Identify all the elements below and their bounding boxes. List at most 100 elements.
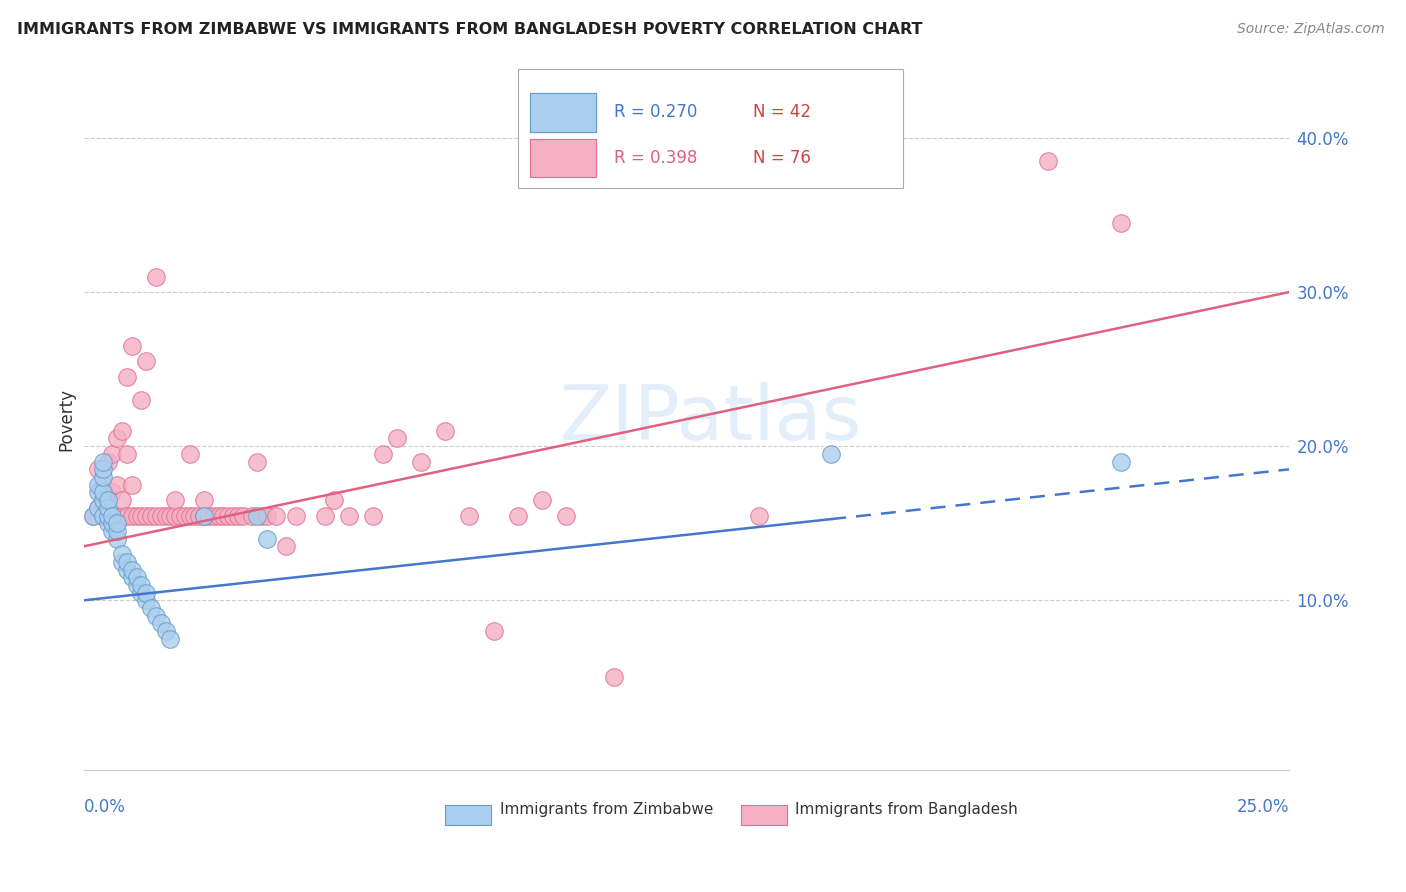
Point — [101, 508, 124, 523]
Point — [314, 508, 336, 523]
Point — [131, 585, 153, 599]
Point — [87, 500, 110, 515]
Point — [115, 555, 138, 569]
Point — [101, 524, 124, 538]
Point — [115, 369, 138, 384]
Point — [87, 462, 110, 476]
Point — [121, 339, 143, 353]
FancyBboxPatch shape — [446, 805, 491, 824]
Point — [1038, 154, 1060, 169]
Point — [411, 454, 433, 468]
Point — [101, 508, 124, 523]
Point — [554, 508, 576, 523]
Point — [266, 508, 288, 523]
Point — [434, 424, 457, 438]
Point — [135, 585, 157, 599]
Point — [105, 477, 128, 491]
Point — [198, 508, 221, 523]
Point — [284, 508, 307, 523]
Point — [222, 508, 245, 523]
Point — [91, 477, 114, 491]
Point — [145, 508, 167, 523]
Point — [115, 447, 138, 461]
Point — [135, 354, 157, 368]
Point — [748, 508, 770, 523]
Text: ZIPatlas: ZIPatlas — [560, 382, 862, 456]
Text: Source: ZipAtlas.com: Source: ZipAtlas.com — [1237, 22, 1385, 37]
Point — [91, 470, 114, 484]
Point — [361, 508, 384, 523]
Point — [111, 508, 134, 523]
Point — [155, 624, 177, 639]
FancyBboxPatch shape — [530, 93, 596, 132]
Point — [97, 500, 120, 515]
Point — [131, 578, 153, 592]
FancyBboxPatch shape — [530, 138, 596, 178]
Point — [101, 447, 124, 461]
Point — [165, 493, 187, 508]
Point — [145, 269, 167, 284]
Point — [323, 493, 346, 508]
Point — [202, 508, 225, 523]
Text: IMMIGRANTS FROM ZIMBABWE VS IMMIGRANTS FROM BANGLADESH POVERTY CORRELATION CHART: IMMIGRANTS FROM ZIMBABWE VS IMMIGRANTS F… — [17, 22, 922, 37]
Point — [87, 477, 110, 491]
Point — [217, 508, 239, 523]
Point — [111, 424, 134, 438]
Point — [226, 508, 249, 523]
Point — [179, 508, 201, 523]
Point — [91, 508, 114, 523]
Point — [97, 493, 120, 508]
Point — [207, 508, 229, 523]
Point — [105, 508, 128, 523]
FancyBboxPatch shape — [741, 805, 786, 824]
Point — [121, 570, 143, 584]
Point — [274, 540, 297, 554]
Point — [97, 516, 120, 531]
Point — [371, 447, 394, 461]
Point — [256, 532, 278, 546]
Point — [111, 555, 134, 569]
Point — [105, 524, 128, 538]
Point — [101, 485, 124, 500]
Point — [183, 508, 205, 523]
Point — [159, 632, 181, 646]
Point — [246, 454, 269, 468]
Point — [97, 454, 120, 468]
Point — [87, 500, 110, 515]
Text: 0.0%: 0.0% — [83, 798, 125, 816]
Point — [91, 493, 114, 508]
Point — [1109, 216, 1132, 230]
Point — [125, 578, 148, 592]
Point — [145, 608, 167, 623]
Point — [131, 508, 153, 523]
Text: 25.0%: 25.0% — [1237, 798, 1289, 816]
Point — [125, 570, 148, 584]
Point — [105, 532, 128, 546]
Point — [121, 562, 143, 576]
Text: R = 0.270: R = 0.270 — [614, 103, 697, 121]
Point — [193, 493, 215, 508]
Point — [115, 508, 138, 523]
Text: Immigrants from Bangladesh: Immigrants from Bangladesh — [794, 803, 1018, 817]
Point — [135, 508, 157, 523]
Point — [179, 447, 201, 461]
Point — [530, 493, 553, 508]
Text: N = 42: N = 42 — [752, 103, 811, 121]
Point — [337, 508, 360, 523]
Point — [188, 508, 211, 523]
Text: N = 76: N = 76 — [752, 149, 811, 167]
Point — [149, 616, 172, 631]
Point — [169, 508, 191, 523]
Point — [97, 508, 120, 523]
Point — [458, 508, 481, 523]
Y-axis label: Poverty: Poverty — [58, 388, 75, 450]
Point — [603, 670, 626, 684]
Point — [91, 462, 114, 476]
Point — [212, 508, 235, 523]
Point — [111, 493, 134, 508]
Point — [256, 508, 278, 523]
Point — [820, 447, 842, 461]
Point — [111, 547, 134, 561]
Point — [105, 432, 128, 446]
Point — [193, 508, 215, 523]
